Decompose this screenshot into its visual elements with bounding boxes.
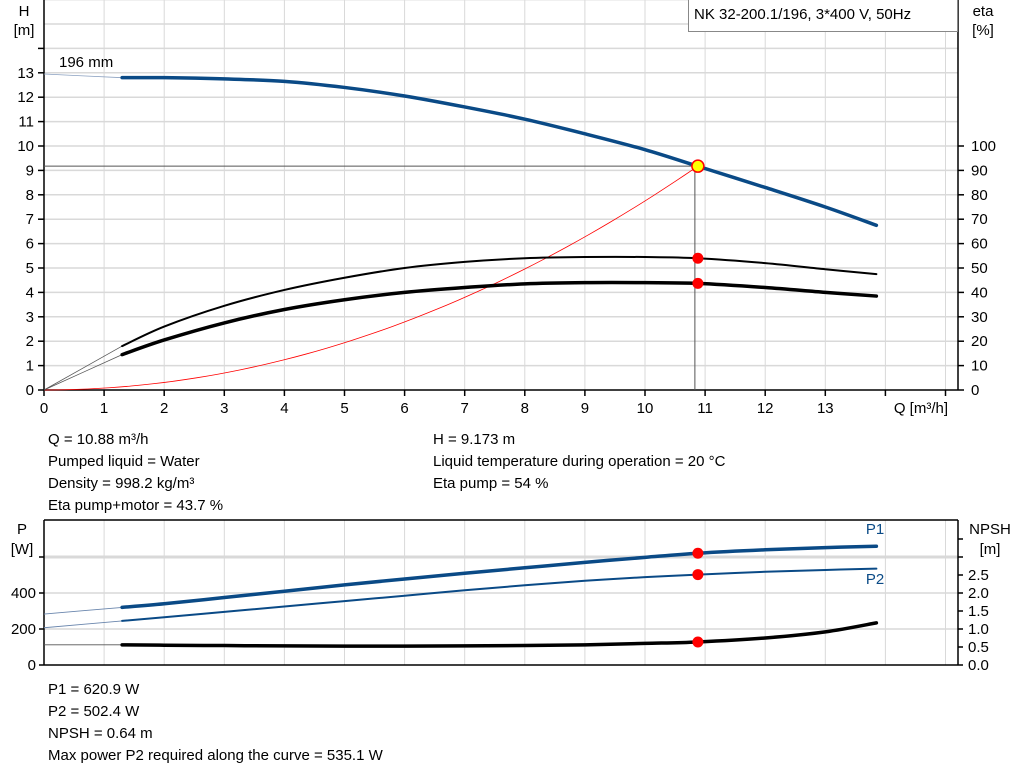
x-axis-label: Q [m³/h] — [894, 400, 948, 417]
P2-extension — [43, 620, 123, 629]
y-tick-label: 9 — [26, 162, 34, 179]
eta_pump_motor-extension — [43, 354, 123, 391]
y-tick-label: 0 — [26, 382, 34, 399]
y2-tick-label: 40 — [971, 284, 988, 301]
y2-axis-label: eta — [973, 3, 995, 20]
y-tick-label: 0 — [28, 657, 36, 674]
head-curve — [120, 75, 879, 228]
y-tick-label: 3 — [26, 309, 34, 326]
y-tick-label: 10 — [17, 138, 34, 155]
result-npsh: NPSH = 0.64 m — [48, 725, 153, 742]
y-tick-label: 12 — [17, 89, 34, 106]
x-tick-label: 7 — [461, 400, 469, 417]
y-tick-label: 200 — [11, 621, 36, 638]
y2-tick-label: 0.0 — [968, 657, 989, 674]
result-density: Density = 998.2 kg/m³ — [48, 475, 195, 492]
y2-tick-label: 80 — [971, 187, 988, 204]
y-axis-unit: [m] — [14, 22, 35, 39]
curve-label: 196 mm — [59, 54, 113, 71]
y2-tick-label: 60 — [971, 236, 988, 253]
result-temperature: Liquid temperature during operation = 20… — [433, 453, 726, 470]
eta-pump-motor-marker — [692, 277, 704, 289]
eta_pump_motor-curve — [120, 280, 879, 357]
eta-pump-marker — [692, 252, 704, 264]
y2-tick-label: 2.0 — [968, 585, 989, 602]
x-tick-label: 4 — [280, 400, 288, 417]
y2-tick-label: 1.0 — [968, 621, 989, 638]
y2-axis-label: NPSH — [969, 521, 1011, 538]
eta_pump-curve — [121, 255, 878, 348]
x-tick-label: 11 — [697, 400, 713, 417]
y2-tick-label: 1.5 — [968, 603, 989, 620]
y2-axis-unit: [m] — [980, 541, 1001, 558]
result-p1: P1 = 620.9 W — [48, 681, 140, 698]
p1-series-label: P1 — [866, 521, 884, 538]
y2-tick-label: 10 — [971, 358, 988, 375]
P2-curve — [121, 567, 878, 622]
result-p2: P2 = 502.4 W — [48, 703, 140, 720]
x-tick-label: 5 — [340, 400, 348, 417]
x-tick-label: 0 — [40, 400, 48, 417]
x-tick-label: 9 — [581, 400, 589, 417]
result-h: H = 9.173 m — [433, 431, 516, 448]
results-left: Q = 10.88 m³/h Pumped liquid = Water Den… — [48, 429, 223, 517]
eta_pump-extension — [43, 345, 123, 391]
y-tick-label: 13 — [17, 65, 34, 82]
y2-tick-label: 0.5 — [968, 639, 989, 656]
y2-tick-label: 20 — [971, 333, 988, 350]
P1-curve — [120, 544, 879, 610]
y-tick-label: 11 — [18, 114, 34, 131]
y2-tick-label: 90 — [971, 162, 988, 179]
y-tick-label: 2 — [26, 333, 34, 350]
operating-point-marker — [691, 159, 705, 173]
result-eta-pump-motor: Eta pump+motor = 43.7 % — [48, 497, 224, 514]
p2-marker — [692, 569, 704, 581]
result-eta-pump: Eta pump = 54 % — [433, 475, 549, 492]
p1-marker — [692, 547, 704, 559]
y-tick-label: 7 — [26, 211, 34, 228]
y-tick-label: 5 — [26, 260, 34, 277]
y-axis-label: P — [17, 521, 27, 538]
result-q: Q = 10.88 m³/h — [48, 431, 149, 448]
results-power: P1 = 620.9 W P2 = 502.4 W NPSH = 0.64 m … — [48, 679, 383, 767]
y-tick-label: 400 — [11, 585, 36, 602]
y2-tick-label: 50 — [971, 260, 988, 277]
y-tick-label: 1 — [26, 358, 34, 375]
y-axis-label: H — [19, 3, 30, 20]
x-tick-label: 6 — [400, 400, 408, 417]
p2-series-label: P2 — [866, 571, 884, 588]
system-curve — [43, 165, 699, 391]
y2-tick-label: 70 — [971, 211, 988, 228]
y2-tick-label: 0 — [971, 382, 979, 399]
NPSH-curve — [120, 621, 879, 648]
y-tick-label: 6 — [26, 236, 34, 253]
x-tick-label: 12 — [757, 400, 774, 417]
result-liquid: Pumped liquid = Water — [48, 453, 200, 470]
y2-tick-label: 30 — [971, 309, 988, 326]
y2-tick-label: 100 — [971, 138, 996, 155]
y2-tick-label: 2.5 — [968, 567, 989, 584]
npsh-marker — [692, 636, 704, 648]
x-tick-label: 3 — [220, 400, 228, 417]
x-tick-label: 1 — [100, 400, 108, 417]
y-tick-label: 4 — [26, 284, 34, 301]
y-axis-unit: [W] — [11, 541, 34, 558]
pump-model-label: NK 32-200.1/196, 3*400 V, 50Hz — [688, 0, 958, 32]
x-tick-label: 10 — [637, 400, 654, 417]
results-right: H = 9.173 m Liquid temperature during op… — [433, 429, 725, 495]
P1-extension — [43, 606, 123, 615]
x-tick-label: 13 — [817, 400, 834, 417]
x-tick-label: 8 — [521, 400, 529, 417]
x-tick-label: 2 — [160, 400, 168, 417]
result-max-p2: Max power P2 required along the curve = … — [48, 747, 383, 764]
y-tick-label: 8 — [26, 187, 34, 204]
y2-axis-unit: [%] — [972, 22, 994, 39]
head-extension — [43, 73, 123, 79]
